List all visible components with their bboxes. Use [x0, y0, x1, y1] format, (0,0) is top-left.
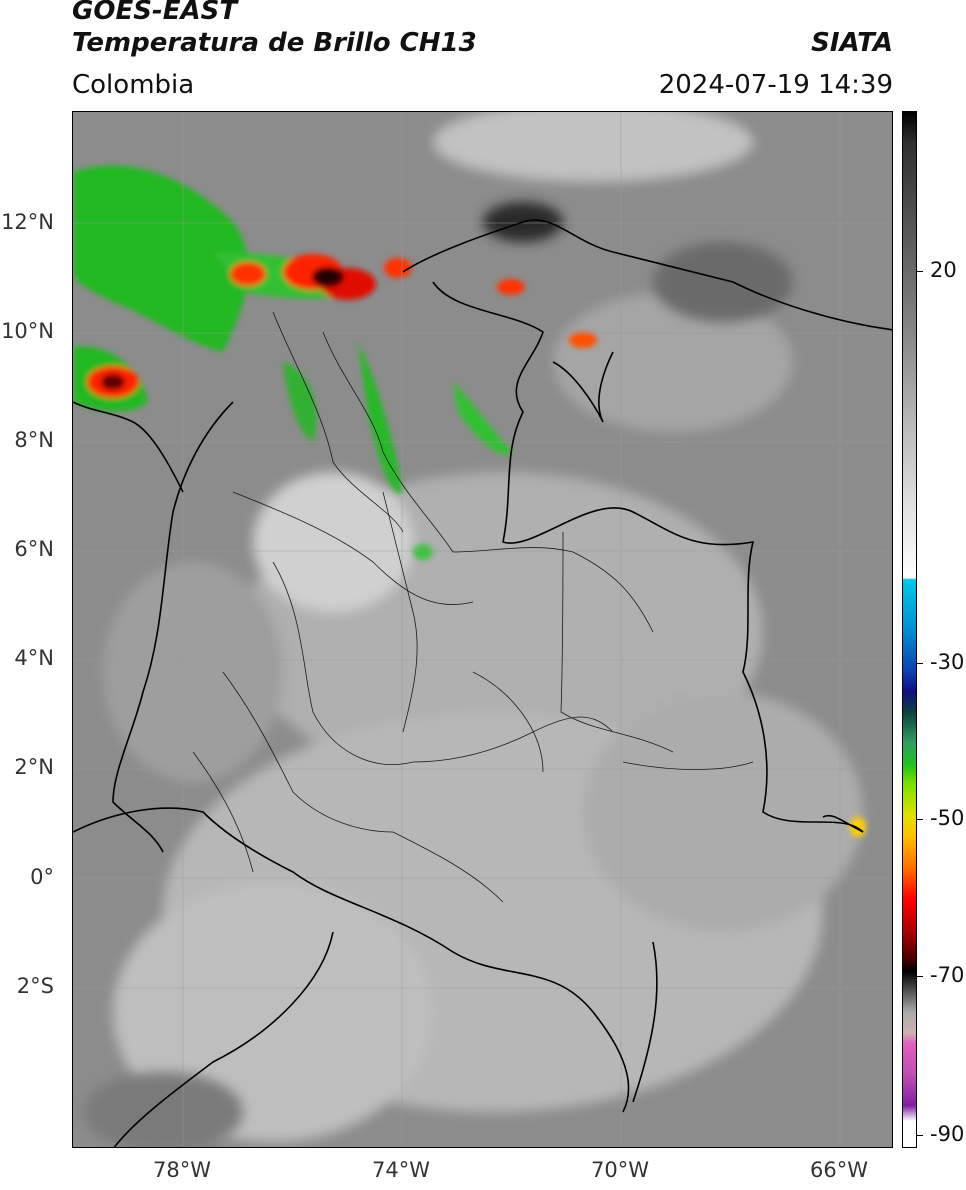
colorbar [902, 111, 917, 1148]
graticule [73, 112, 892, 1147]
region-label: Colombia [72, 70, 195, 100]
lat-label-2n: 2°N [14, 755, 54, 779]
lat-label-12n: 12°N [1, 210, 54, 234]
colorbar-label: -90 [930, 1122, 965, 1146]
colorbar-tick [917, 663, 923, 664]
lat-label-4n: 4°N [14, 646, 54, 670]
convective-clouds [73, 165, 866, 837]
satellite-map[interactable] [72, 111, 893, 1148]
satellite-title: GOES-EAST [72, 0, 238, 26]
product-title: Temperatura de Brillo CH13 [72, 28, 477, 58]
colorbar-tick [917, 271, 923, 272]
lon-label-70w: 70°W [591, 1158, 649, 1182]
warm-cloud-field [103, 112, 863, 1142]
lat-label-10n: 10°N [1, 319, 54, 343]
colorbar-label: -70 [930, 963, 965, 987]
colorbar-label: -50 [930, 806, 965, 830]
colorbar-label: 20 [930, 258, 957, 282]
lat-label-8n: 8°N [14, 428, 54, 452]
datetime-label: 2024-07-19 14:39 [658, 70, 893, 100]
lat-label-6n: 6°N [14, 537, 54, 561]
colorbar-label: -30 [930, 650, 965, 674]
lat-label-0: 0° [30, 865, 54, 889]
colorbar-tick [917, 976, 923, 977]
lat-label-2s: 2°S [16, 974, 54, 998]
lon-label-74w: 74°W [372, 1158, 430, 1182]
lon-label-78w: 78°W [153, 1158, 211, 1182]
borders [73, 219, 892, 1147]
source-label: SIATA [811, 28, 893, 58]
department-boundaries [192, 311, 754, 903]
lon-label-66w: 66°W [810, 1158, 868, 1182]
colorbar-tick [917, 819, 923, 820]
colorbar-tick [917, 1135, 923, 1136]
